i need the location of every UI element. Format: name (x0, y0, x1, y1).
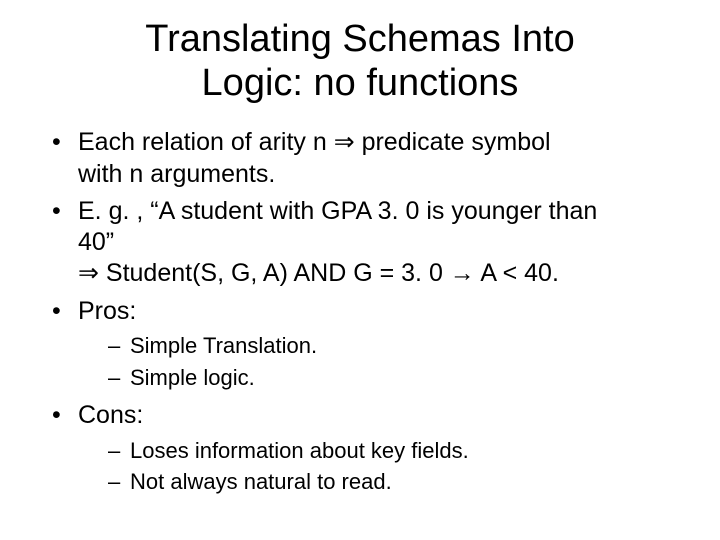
bullet-item: Each relation of arity n ⇒ predicate sym… (52, 127, 680, 190)
slide-title: Translating Schemas Into Logic: no funct… (40, 18, 680, 105)
sub-item: Loses information about key fields. (108, 436, 680, 466)
sub-item: Simple logic. (108, 363, 680, 393)
bullet-item: Pros: Simple Translation. Simple logic. (52, 296, 680, 393)
bullet-list: Each relation of arity n ⇒ predicate sym… (40, 127, 680, 497)
bullet-text: E. g. , “A student with GPA 3. 0 is youn… (78, 197, 597, 225)
sub-item: Not always natural to read. (108, 467, 680, 497)
bullet-item: E. g. , “A student with GPA 3. 0 is youn… (52, 196, 680, 290)
bullet-text: Each relation of arity n ⇒ predicate sym… (78, 128, 551, 156)
sub-text: Loses information about key fields. (130, 438, 469, 463)
sub-text: Not always natural to read. (130, 469, 392, 494)
title-line-1: Translating Schemas Into (145, 18, 574, 60)
bullet-text-cont: 40” (78, 227, 680, 258)
sub-list: Loses information about key fields. Not … (78, 436, 680, 497)
title-line-2: Logic: no functions (202, 62, 519, 104)
sub-text: Simple Translation. (130, 333, 317, 358)
sub-list: Simple Translation. Simple logic. (78, 331, 680, 392)
bullet-text-cont2: ⇒ Student(S, G, A) AND G = 3. 0 → A < 40… (78, 258, 680, 289)
slide: Translating Schemas Into Logic: no funct… (0, 0, 720, 540)
sub-item: Simple Translation. (108, 331, 680, 361)
bullet-text-cont: with n arguments. (78, 159, 680, 190)
bullet-text: Cons: (78, 401, 143, 429)
bullet-item: Cons: Loses information about key fields… (52, 400, 680, 497)
sub-text: Simple logic. (130, 365, 255, 390)
bullet-text: Pros: (78, 297, 136, 325)
